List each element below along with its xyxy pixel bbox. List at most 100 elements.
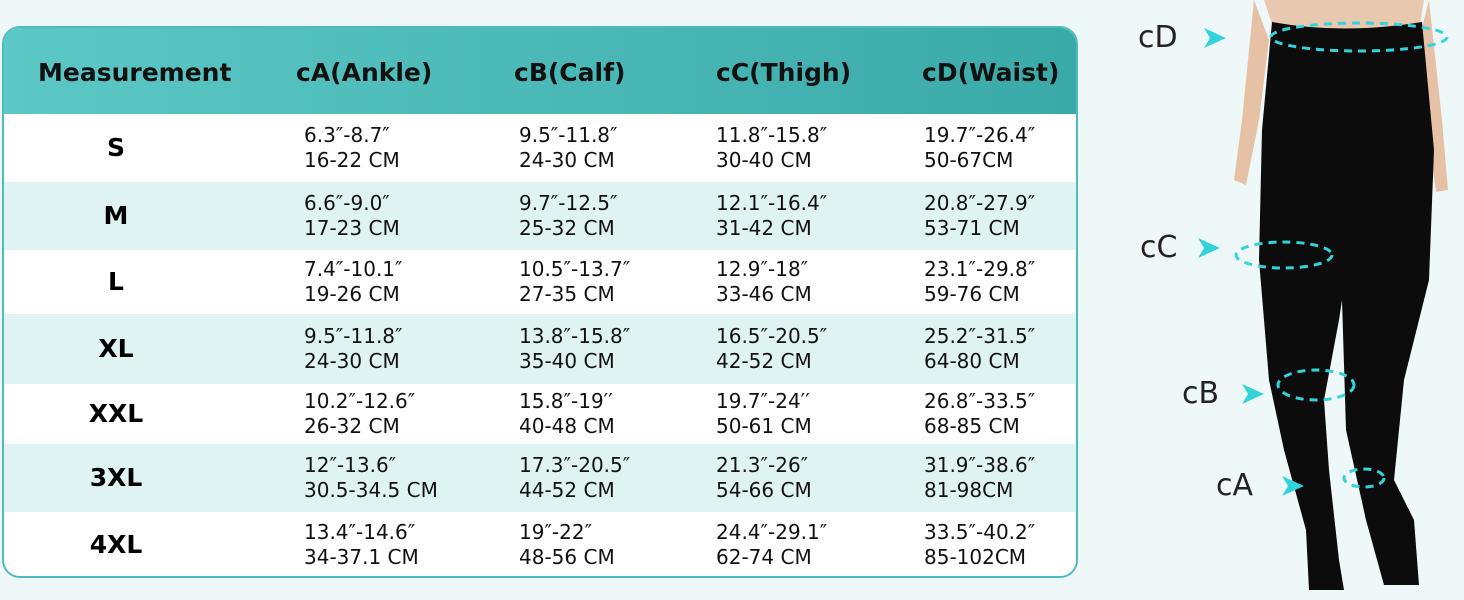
size-label: XXL [88,399,144,428]
header-cell: cD(Waist) [922,58,1060,87]
measure-line: 50-61 CM [716,414,812,438]
measure-line: 17.3″-20.5″ [519,453,631,477]
measure-line: 27-35 CM [519,282,615,306]
measure-line: 9.5″-11.8″ [519,123,618,147]
measure-cell: 7.4″-10.1″ 19-26 CM [304,257,403,307]
measure-cell: 23.1″-29.8″ 59-76 CM [924,257,1035,307]
measure-line: 24-30 CM [304,349,400,373]
measure-line: 54-66 CM [716,478,812,502]
figure-label: cC [1140,230,1178,265]
measure-line: 40-48 CM [519,414,615,438]
measure-line: 31-42 CM [716,216,812,240]
measure-line: 50-67CM [924,148,1014,172]
header-cell: cC(Thigh) [716,58,852,87]
arrows [1198,28,1304,496]
size-table: Measurement cA(Ankle) cB(Calf) cC(Thigh) cD(… [2,26,1078,578]
table-row: M 6.6″-9.0″ 17-23 CM 9.7″-12.5″ 25-32 CM 12.1… [4,182,1076,250]
measure-line: 13.8″-15.8″ [519,324,631,348]
measure-cell: 6.6″-9.0″ 17-23 CM [304,191,400,241]
measure-line: 9.5″-11.8″ [304,324,403,348]
measure-line: 26.8″-33.5″ [924,389,1036,413]
measure-cell: 19.7″-26.4″ 50-67CM [924,123,1035,173]
measure-cell: 31.9″-38.6″ 81-98CM [924,453,1035,503]
measure-line: 53-71 CM [924,216,1020,240]
header-row: Measurement cA(Ankle) cB(Calf) cC(Thigh) cD(… [4,28,1076,114]
measure-line: 85-102CM [924,545,1027,569]
size-label: XL [98,334,134,363]
measure-cell: 12.9″-18″ 33-46 CM [716,257,812,307]
measure-cell: 9.7″-12.5″ 25-32 CM [519,191,618,241]
measure-line: 10.5″-13.7″ [519,257,631,281]
measure-line: 64-80 CM [924,349,1020,373]
measure-line: 6.3″-8.7″ [304,123,390,147]
header-cell: cA(Ankle) [296,58,433,87]
measure-line: 30.5-34.5 CM [304,478,438,502]
measure-line: 16-22 CM [304,148,400,172]
measure-line: 68-85 CM [924,414,1020,438]
measure-line: 9.7″-12.5″ [519,191,618,215]
table-row: 3XL 12″-13.6″ 30.5-34.5 CM 17.3″-20.5″ 44-52… [4,444,1076,512]
measure-line: 35-40 CM [519,349,615,373]
size-label: 3XL [89,463,143,492]
measure-line: 23.1″-29.8″ [924,257,1036,281]
arm-left [1234,0,1269,185]
table-row: L 7.4″-10.1″ 19-26 CM 10.5″-13.7″ 27-35 CM 12… [4,250,1076,314]
measure-cell: 19″-22″ 48-56 CM [519,520,615,570]
measure-line: 48-56 CM [519,545,615,569]
size-label: 4XL [89,530,143,559]
measure-line: 6.6″-9.0″ [304,191,390,215]
header-cell: cB(Calf) [514,58,626,87]
measure-line: 30-40 CM [716,148,812,172]
measure-cell: 9.5″-11.8″ 24-30 CM [519,123,618,173]
measure-line: 62-74 CM [716,545,812,569]
figure [1198,0,1449,590]
measure-line: 25.2″-31.5″ [924,324,1036,348]
measure-cell: 19.7″-24′′ 50-61 CM [716,389,812,439]
measure-line: 15.8″-19′′ [519,389,613,413]
tights [1259,22,1434,590]
figure-label: cB [1182,376,1220,411]
measure-cell: 10.2″-12.6″ 26-32 CM [304,389,415,439]
measure-cell: 33.5″-40.2″ 85-102CM [924,520,1035,570]
measure-line: 31.9″-38.6″ [924,453,1036,477]
measure-line: 33-46 CM [716,282,812,306]
measure-line: 13.4″-14.6″ [304,520,416,544]
measure-line: 25-32 CM [519,216,615,240]
measure-line: 16.5″-20.5″ [716,324,828,348]
measure-line: 24-30 CM [519,148,615,172]
measure-cell: 26.8″-33.5″ 68-85 CM [924,389,1035,439]
arm-right [1419,0,1448,192]
size-label: S [106,133,125,162]
measure-line: 11.8″-15.8″ [716,123,828,147]
table-row: S 6.3″-8.7″ 16-22 CM 9.5″-11.8″ 24-30 CM 11.8… [4,114,1076,182]
measure-line: 81-98CM [924,478,1014,502]
measure-cell: 6.3″-8.7″ 16-22 CM [304,123,400,173]
measure-line: 17-23 CM [304,216,400,240]
measure-cell: 17.3″-20.5″ 44-52 CM [519,453,630,503]
measure-line: 19.7″-26.4″ [924,123,1036,147]
measure-line: 26-32 CM [304,414,400,438]
measure-cell: 15.8″-19′′ 40-48 CM [519,389,615,439]
size-label: M [103,201,129,230]
measure-line: 10.2″-12.6″ [304,389,416,413]
measure-cell: 12″-13.6″ 30.5-34.5 CM [304,453,438,503]
size-label: L [108,267,124,296]
measure-line: 12″-13.6″ [304,453,397,477]
figure-label: cD [1138,20,1178,55]
measure-cell: 24.4″-29.1″ 62-74 CM [716,520,827,570]
measure-line: 34-37.1 CM [304,545,419,569]
measure-line: 20.8″-27.9″ [924,191,1036,215]
figure-label: cA [1216,468,1254,503]
measure-cell: 12.1″-16.4″ 31-42 CM [716,191,827,241]
measure-line: 19.7″-24′′ [716,389,810,413]
table-row: XXL 10.2″-12.6″ 26-32 CM 15.8″-19′′ 40-48 CM… [4,384,1076,444]
measure-line: 59-76 CM [924,282,1020,306]
table-row: 4XL 13.4″-14.6″ 34-37.1 CM 19″-22″ 48-56 CM 2… [4,512,1076,576]
measure-rings [1234,21,1449,489]
measure-line: 7.4″-10.1″ [304,257,403,281]
measure-cell: 20.8″-27.9″ 53-71 CM [924,191,1035,241]
measure-cell: 16.5″-20.5″ 42-52 CM [716,324,827,374]
measure-cell: 21.3″-26″ 54-66 CM [716,453,812,503]
measure-cell: 11.8″-15.8″ 30-40 CM [716,123,827,173]
